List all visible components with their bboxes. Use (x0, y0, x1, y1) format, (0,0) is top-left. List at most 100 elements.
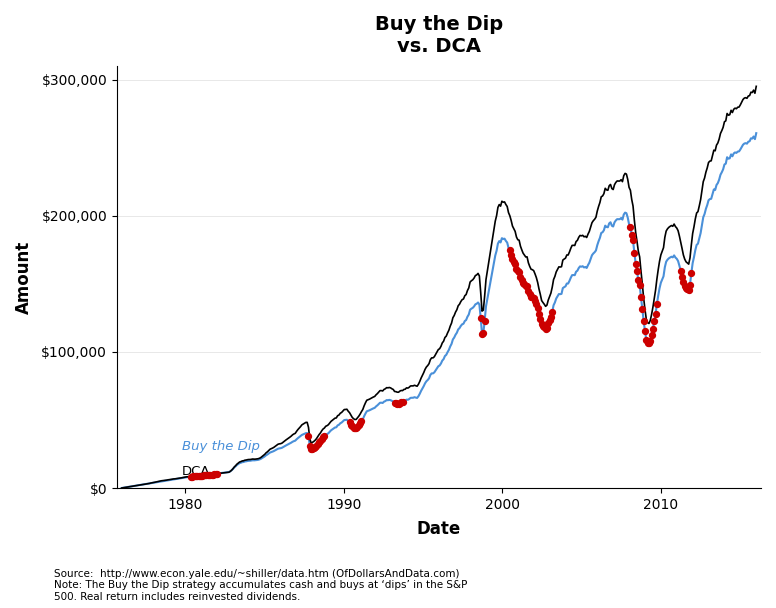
Point (203, 470, 215, 480)
Point (194, 471, 206, 481)
Point (185, 472, 197, 482)
Point (393, 399, 405, 409)
Point (189, 471, 201, 481)
Point (352, 420, 365, 430)
Point (517, 278, 529, 288)
Point (543, 316, 556, 325)
Point (199, 470, 211, 480)
Point (390, 398, 402, 408)
Point (632, 275, 645, 285)
Point (316, 434, 328, 443)
Point (535, 319, 548, 329)
Point (397, 397, 409, 407)
Point (513, 267, 525, 277)
Point (684, 280, 696, 289)
Point (309, 442, 321, 452)
Point (352, 422, 364, 432)
Y-axis label: Amount: Amount (15, 240, 33, 314)
Point (519, 282, 532, 291)
Point (676, 272, 688, 282)
Point (479, 316, 491, 325)
Point (317, 432, 329, 442)
Point (207, 469, 220, 479)
Point (343, 418, 355, 427)
Point (354, 418, 366, 428)
Point (345, 420, 357, 429)
Point (303, 431, 315, 441)
Point (350, 423, 362, 433)
Point (202, 470, 214, 480)
Point (537, 321, 549, 331)
Point (210, 469, 222, 479)
Point (196, 471, 209, 480)
Point (685, 268, 698, 278)
Point (633, 280, 646, 290)
Point (541, 323, 553, 333)
Point (646, 324, 659, 334)
Point (532, 303, 544, 313)
Point (525, 292, 537, 302)
Point (682, 285, 695, 295)
Point (524, 289, 536, 299)
Point (200, 470, 213, 480)
Point (314, 436, 327, 446)
Point (509, 259, 521, 269)
Point (204, 470, 217, 480)
Point (192, 471, 205, 481)
Point (631, 266, 643, 276)
Point (303, 441, 316, 451)
Point (187, 471, 199, 481)
Point (515, 275, 528, 285)
Point (477, 328, 490, 338)
Point (307, 443, 320, 453)
Point (521, 281, 533, 291)
Point (318, 431, 331, 441)
Point (639, 326, 651, 336)
Point (476, 329, 488, 339)
Point (506, 255, 518, 264)
Point (635, 292, 647, 302)
Point (627, 235, 639, 245)
Text: Source:  http://www.econ.yale.edu/~shiller/data.htm (OfDollarsAndData.com)
Note:: Source: http://www.econ.yale.edu/~shille… (54, 568, 468, 602)
Point (505, 250, 518, 260)
Point (310, 441, 323, 451)
Point (642, 337, 654, 347)
Point (650, 309, 662, 319)
Point (206, 470, 218, 480)
Point (528, 293, 540, 303)
Point (393, 398, 406, 407)
Point (534, 314, 546, 323)
Point (629, 258, 642, 268)
Point (191, 471, 203, 481)
Point (208, 469, 220, 479)
Point (198, 471, 210, 480)
Point (539, 324, 552, 334)
Point (530, 299, 542, 309)
Point (346, 421, 359, 431)
Point (388, 398, 400, 408)
Point (511, 266, 524, 276)
Point (643, 339, 655, 348)
Point (674, 266, 687, 276)
Point (348, 423, 360, 432)
Point (678, 281, 691, 291)
Point (313, 437, 325, 447)
Point (311, 439, 324, 449)
Point (533, 309, 546, 319)
Point (628, 248, 640, 258)
Point (522, 286, 535, 296)
Point (637, 316, 650, 326)
Point (624, 222, 636, 232)
Point (189, 471, 202, 481)
Point (644, 336, 656, 345)
Title: Buy the Dip
vs. DCA: Buy the Dip vs. DCA (375, 15, 503, 56)
Point (636, 304, 649, 314)
Point (680, 283, 692, 293)
Text: Buy the Dip: Buy the Dip (182, 440, 260, 453)
Point (640, 334, 653, 344)
Point (546, 307, 559, 317)
Point (185, 472, 198, 482)
Point (305, 444, 317, 454)
Point (545, 313, 557, 322)
Point (514, 272, 527, 282)
